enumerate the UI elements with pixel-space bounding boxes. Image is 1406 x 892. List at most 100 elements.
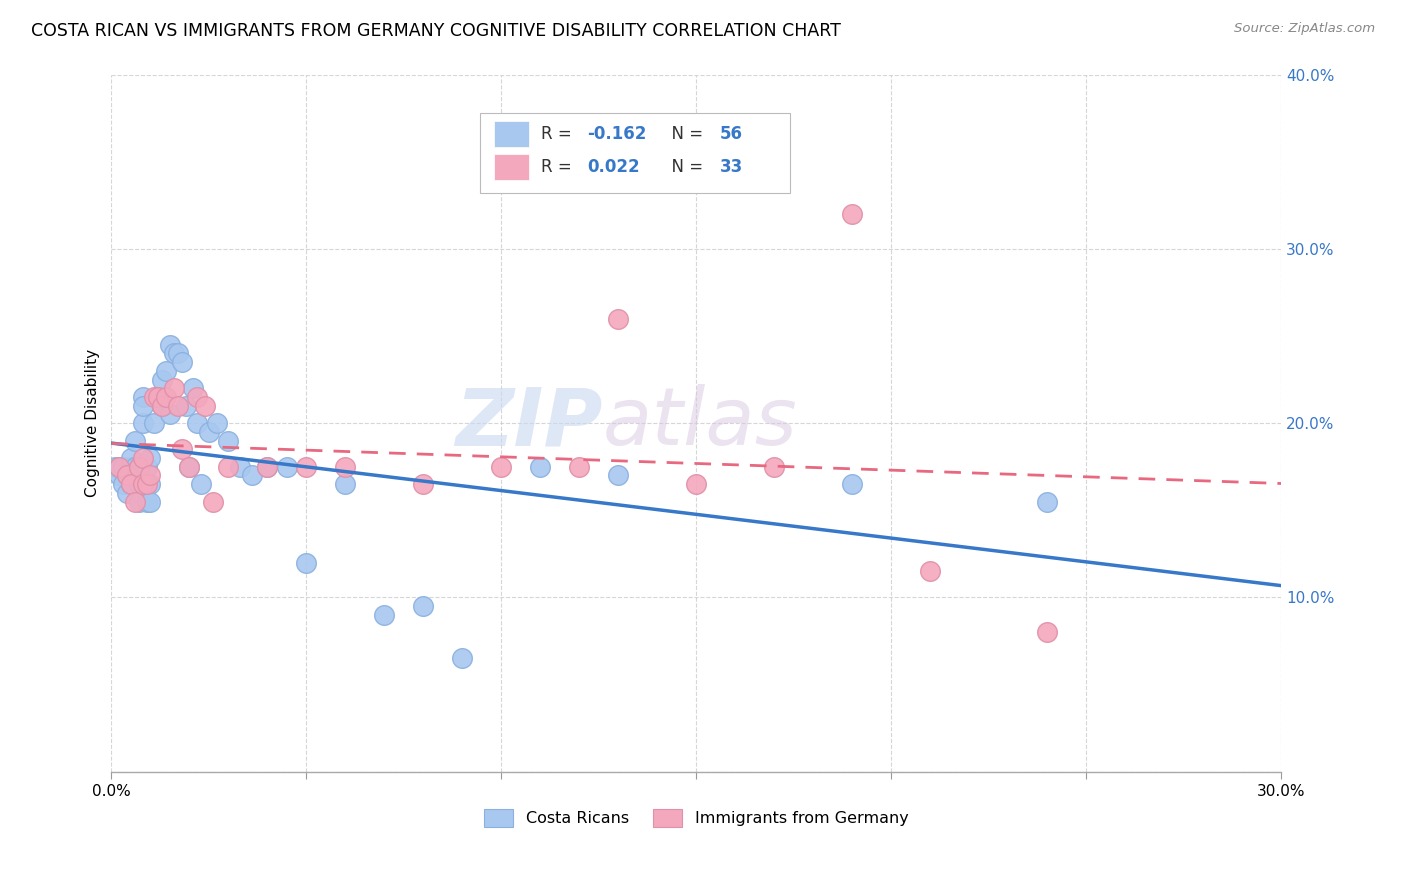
Legend: Costa Ricans, Immigrants from Germany: Costa Ricans, Immigrants from Germany bbox=[478, 802, 915, 833]
Point bbox=[135, 494, 157, 508]
Point bbox=[568, 459, 591, 474]
Point bbox=[124, 459, 146, 474]
Point bbox=[108, 459, 131, 474]
Point bbox=[104, 459, 127, 474]
Point bbox=[139, 468, 162, 483]
Point bbox=[131, 390, 153, 404]
Point bbox=[128, 494, 150, 508]
Text: N =: N = bbox=[661, 125, 709, 143]
Point bbox=[841, 207, 863, 221]
Point bbox=[131, 399, 153, 413]
Text: COSTA RICAN VS IMMIGRANTS FROM GERMANY COGNITIVE DISABILITY CORRELATION CHART: COSTA RICAN VS IMMIGRANTS FROM GERMANY C… bbox=[31, 22, 841, 40]
Point bbox=[120, 459, 142, 474]
Point bbox=[115, 468, 138, 483]
Point bbox=[217, 459, 239, 474]
Point bbox=[295, 556, 318, 570]
Text: 33: 33 bbox=[720, 158, 742, 177]
Point bbox=[295, 459, 318, 474]
Point bbox=[179, 459, 201, 474]
Point bbox=[194, 399, 217, 413]
Point bbox=[163, 381, 186, 395]
Point bbox=[201, 494, 224, 508]
Point bbox=[373, 607, 395, 622]
Point bbox=[159, 337, 181, 351]
Point bbox=[120, 450, 142, 465]
Point bbox=[155, 390, 177, 404]
Point bbox=[120, 477, 142, 491]
Point bbox=[1036, 625, 1059, 640]
Point bbox=[143, 416, 166, 430]
Point bbox=[163, 346, 186, 360]
Point bbox=[139, 450, 162, 465]
Point bbox=[128, 459, 150, 474]
Point bbox=[451, 651, 474, 665]
Point bbox=[131, 416, 153, 430]
Point bbox=[276, 459, 298, 474]
Point bbox=[120, 477, 142, 491]
Text: -0.162: -0.162 bbox=[588, 125, 647, 143]
Point bbox=[115, 485, 138, 500]
Text: N =: N = bbox=[661, 158, 709, 177]
Point bbox=[170, 442, 193, 457]
Point bbox=[135, 459, 157, 474]
Point bbox=[217, 434, 239, 448]
Text: R =: R = bbox=[541, 125, 576, 143]
Point bbox=[150, 399, 173, 413]
Text: R =: R = bbox=[541, 158, 576, 177]
Point bbox=[128, 459, 150, 474]
Point bbox=[148, 390, 170, 404]
Y-axis label: Cognitive Disability: Cognitive Disability bbox=[86, 349, 100, 497]
Point bbox=[139, 477, 162, 491]
Point bbox=[335, 477, 357, 491]
Point bbox=[170, 355, 193, 369]
Point bbox=[205, 416, 228, 430]
Point bbox=[763, 459, 786, 474]
Text: 56: 56 bbox=[720, 125, 742, 143]
Point bbox=[166, 346, 188, 360]
Point bbox=[135, 477, 157, 491]
Point bbox=[256, 459, 278, 474]
FancyBboxPatch shape bbox=[494, 120, 529, 147]
Point bbox=[256, 459, 278, 474]
Point bbox=[412, 599, 434, 614]
Point bbox=[198, 425, 221, 439]
Point bbox=[115, 468, 138, 483]
Text: ZIP: ZIP bbox=[456, 384, 603, 462]
Point bbox=[112, 459, 135, 474]
Point bbox=[112, 477, 135, 491]
Point bbox=[1036, 494, 1059, 508]
Point bbox=[607, 468, 630, 483]
Point bbox=[148, 390, 170, 404]
Point bbox=[229, 459, 252, 474]
Point bbox=[131, 477, 153, 491]
Point bbox=[179, 459, 201, 474]
Point bbox=[529, 459, 551, 474]
Text: atlas: atlas bbox=[603, 384, 797, 462]
Point bbox=[166, 399, 188, 413]
Point bbox=[131, 450, 153, 465]
Point bbox=[186, 390, 208, 404]
Point bbox=[148, 390, 170, 404]
Point bbox=[128, 477, 150, 491]
Point bbox=[920, 564, 942, 578]
Text: 0.022: 0.022 bbox=[588, 158, 640, 177]
Point bbox=[108, 459, 131, 474]
Point bbox=[685, 477, 707, 491]
Text: Source: ZipAtlas.com: Source: ZipAtlas.com bbox=[1234, 22, 1375, 36]
FancyBboxPatch shape bbox=[479, 113, 790, 193]
Point bbox=[124, 468, 146, 483]
Point bbox=[150, 372, 173, 386]
Point bbox=[174, 399, 197, 413]
Point bbox=[143, 390, 166, 404]
Point bbox=[108, 468, 131, 483]
Point bbox=[150, 399, 173, 413]
Point bbox=[139, 494, 162, 508]
Point bbox=[159, 408, 181, 422]
Point bbox=[181, 381, 204, 395]
Point bbox=[186, 416, 208, 430]
Point bbox=[491, 459, 513, 474]
Point bbox=[155, 364, 177, 378]
Point bbox=[124, 434, 146, 448]
Point bbox=[412, 477, 434, 491]
Point bbox=[841, 477, 863, 491]
